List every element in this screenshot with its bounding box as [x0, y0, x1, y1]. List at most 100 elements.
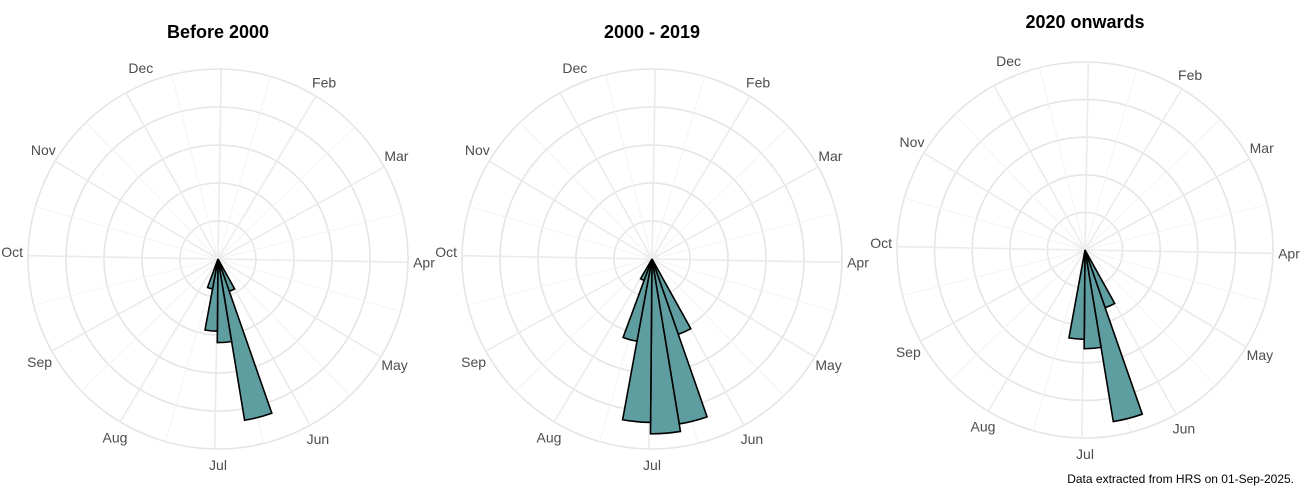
- grid-spoke: [1039, 67, 1086, 251]
- grid-ring: [27, 68, 409, 450]
- grid-spoke: [217, 126, 356, 260]
- grid-spoke: [1084, 119, 1221, 251]
- grid-spoke: [896, 245, 1086, 251]
- grid-spoke: [1084, 61, 1090, 251]
- grid-ring: [971, 136, 1199, 364]
- grid-spoke: [651, 126, 790, 260]
- month-label-jul: Jul: [1076, 446, 1094, 462]
- grid-spoke: [651, 68, 657, 260]
- grid-spoke: [119, 258, 219, 423]
- grid-spoke: [514, 258, 653, 392]
- grid-spoke: [467, 258, 653, 306]
- grid-spoke: [605, 74, 653, 260]
- month-label-jun: Jun: [307, 431, 330, 447]
- data-source-caption: Data extracted from HRS on 01-Sep-2025.: [1067, 472, 1294, 486]
- grid-spoke: [987, 249, 1086, 412]
- grid-spoke: [1084, 249, 1216, 386]
- month-label-dec: Dec: [996, 53, 1021, 69]
- grid-spoke: [920, 249, 1086, 342]
- grid-spoke: [217, 166, 385, 260]
- polar-panel-1: Dec Feb Mar Apr May Jun Jul Aug Sep Oct Nov Before …: [1, 22, 435, 473]
- grid-spoke: [125, 92, 219, 260]
- grid-spoke: [469, 206, 653, 260]
- month-label-jun: Jun: [741, 431, 764, 447]
- month-label-oct: Oct: [870, 235, 892, 251]
- grid-spoke: [165, 258, 219, 442]
- grid-spoke: [217, 212, 403, 260]
- grid-spoke: [171, 74, 219, 260]
- bar-3: [216, 258, 233, 344]
- grid-ring: [933, 98, 1237, 402]
- grid-spoke: [651, 258, 816, 358]
- grid-spoke: [1084, 204, 1268, 251]
- grid-spoke: [217, 258, 409, 264]
- grid-spoke: [217, 258, 401, 312]
- month-label-feb: Feb: [1178, 67, 1202, 83]
- month-label-jul: Jul: [209, 457, 227, 473]
- month-label-nov: Nov: [465, 142, 490, 158]
- month-label-feb: Feb: [746, 74, 770, 90]
- grid-spoke: [651, 76, 705, 260]
- grid-spoke: [902, 249, 1086, 296]
- grid-spoke: [651, 258, 835, 312]
- polar-panel-3: Dec Feb Mar Apr May Jun Jul Aug Sep Oct Nov 2020 on…: [870, 12, 1300, 462]
- bar-3: [1083, 249, 1102, 350]
- grid-spoke: [519, 121, 653, 260]
- month-label-mar: Mar: [1250, 140, 1274, 156]
- bar-3: [649, 258, 682, 435]
- grid-spoke: [1084, 158, 1250, 251]
- month-label-jun: Jun: [1173, 420, 1196, 436]
- bar-6: [639, 258, 653, 282]
- month-label-may: May: [381, 357, 407, 373]
- grid-spoke: [51, 258, 219, 352]
- grid-spoke: [217, 68, 223, 260]
- grid-spoke: [1084, 249, 1266, 303]
- month-label-sep: Sep: [27, 354, 52, 370]
- month-label-nov: Nov: [900, 134, 925, 150]
- grid-ring: [896, 61, 1274, 439]
- month-label-dec: Dec: [562, 60, 587, 76]
- polar-panel-2: Dec Feb Mar Apr May Jun Jul Aug Sep Oct Nov 2000 - …: [435, 22, 869, 473]
- grid-spoke: [80, 258, 219, 392]
- month-label-aug: Aug: [971, 419, 996, 435]
- month-label-feb: Feb: [312, 74, 336, 90]
- grid-spoke: [1084, 88, 1183, 251]
- grid-spoke: [217, 95, 317, 260]
- grid-spoke: [904, 197, 1086, 251]
- grid-spoke: [85, 121, 219, 260]
- bar-2: [1084, 249, 1144, 423]
- panel-title: Before 2000: [167, 22, 269, 42]
- panel-title: 2000 - 2019: [604, 22, 700, 42]
- bar-2: [217, 258, 273, 422]
- month-label-apr: Apr: [413, 255, 435, 271]
- grid-spoke: [488, 160, 653, 260]
- month-label-dec: Dec: [128, 60, 153, 76]
- grid-spoke: [217, 258, 351, 397]
- grid-spoke: [651, 95, 751, 260]
- month-label-may: May: [1247, 347, 1273, 363]
- grid-spoke: [651, 258, 785, 397]
- month-label-sep: Sep: [461, 354, 486, 370]
- month-label-nov: Nov: [31, 142, 56, 158]
- grid-spoke: [923, 152, 1086, 251]
- panel-title: 2020 onwards: [1025, 12, 1144, 32]
- grid-spoke: [485, 258, 653, 352]
- grid-spoke: [1084, 69, 1138, 251]
- grid-spoke: [217, 76, 271, 260]
- grid-spoke: [1084, 249, 1247, 348]
- grid-spoke: [651, 166, 819, 260]
- month-label-jul: Jul: [643, 457, 661, 473]
- grid-spoke: [1084, 249, 1274, 255]
- grid-spoke: [461, 254, 653, 260]
- grid-spoke: [1032, 249, 1086, 431]
- month-label-may: May: [815, 357, 841, 373]
- grid-ring: [65, 106, 371, 412]
- grid-spoke: [54, 160, 219, 260]
- grid-spoke: [949, 249, 1086, 381]
- grid-spoke: [954, 114, 1086, 251]
- month-label-oct: Oct: [435, 244, 457, 260]
- grid-spoke: [217, 258, 382, 358]
- month-label-aug: Aug: [537, 429, 562, 445]
- month-label-apr: Apr: [847, 255, 869, 271]
